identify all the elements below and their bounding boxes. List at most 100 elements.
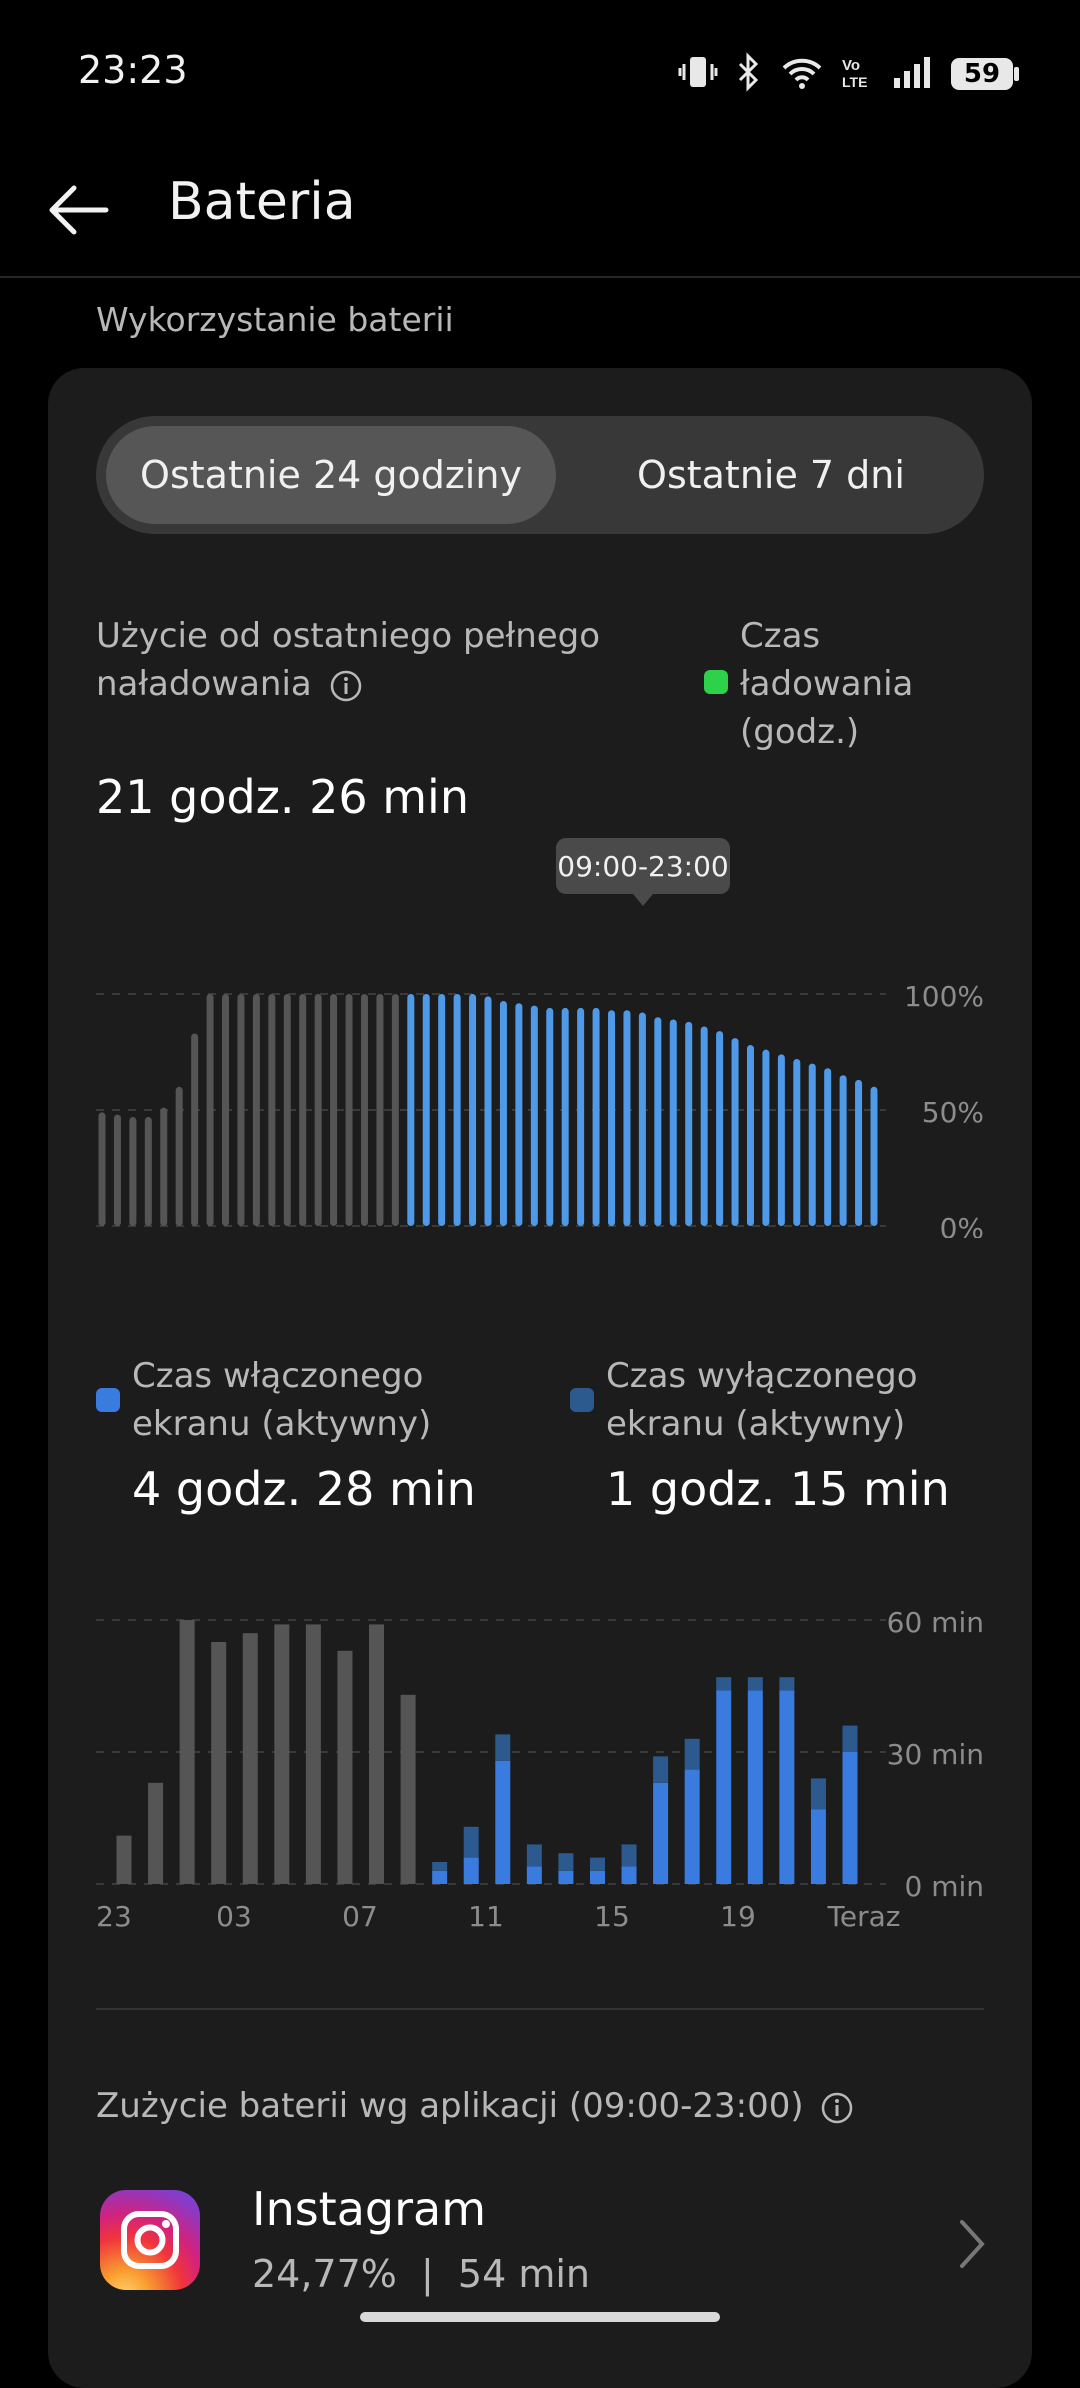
screen-off-bar bbox=[621, 1844, 637, 1867]
screen-off-bar bbox=[684, 1738, 700, 1770]
screen-off-bar bbox=[432, 1862, 448, 1871]
app-usage-stats: 24,77% | 54 min bbox=[252, 2252, 590, 2296]
range-tooltip-text: 09:00-23:00 bbox=[557, 850, 729, 883]
battery-bar bbox=[144, 1116, 152, 1226]
battery-bar bbox=[438, 994, 446, 1226]
app-usage-time: 54 min bbox=[457, 2252, 590, 2296]
battery-bar bbox=[252, 994, 260, 1226]
screen-on-bar bbox=[589, 1870, 605, 1884]
y-tick-label: 0% bbox=[940, 1212, 984, 1238]
battery-bar bbox=[808, 1063, 816, 1226]
screen-on-bar bbox=[305, 1624, 321, 1884]
screen-off-duration: 1 godz. 15 min bbox=[606, 1462, 950, 1516]
battery-bar bbox=[299, 994, 307, 1226]
screen-off-bar bbox=[653, 1756, 669, 1783]
screen-on-legend-swatch bbox=[96, 1388, 120, 1412]
app-usage-label-text: Zużycie baterii wg aplikacji (09:00-23:0… bbox=[96, 2086, 804, 2126]
battery-bar bbox=[268, 994, 276, 1226]
battery-bar bbox=[577, 1007, 585, 1226]
battery-bar bbox=[175, 1086, 183, 1226]
battery-bar bbox=[731, 1038, 739, 1226]
battery-bar bbox=[530, 1005, 538, 1226]
battery-bar bbox=[824, 1068, 832, 1226]
battery-bar bbox=[561, 1007, 569, 1226]
screen-off-legend-label: Czas wyłączonego ekranu (aktywny) bbox=[606, 1356, 918, 1444]
x-tick-label: 07 bbox=[342, 1900, 378, 1933]
screen-off-legend-swatch bbox=[570, 1388, 594, 1412]
battery-bar bbox=[222, 994, 230, 1226]
usage-since-charge-label: Użycie od ostatniego pełnego naładowania bbox=[96, 612, 656, 708]
screen-on-bar bbox=[274, 1624, 290, 1884]
screen-off-bar bbox=[526, 1844, 542, 1867]
tab-last-7-days[interactable]: Ostatnie 7 dni bbox=[637, 453, 905, 497]
home-indicator[interactable] bbox=[360, 2312, 720, 2322]
screen-on-bar bbox=[653, 1782, 669, 1884]
battery-bar bbox=[283, 994, 291, 1226]
back-arrow-icon bbox=[49, 185, 109, 235]
battery-bar bbox=[391, 994, 399, 1226]
screen-on-bar bbox=[337, 1650, 353, 1884]
app-usage-separator: | bbox=[421, 2252, 434, 2296]
battery-bar bbox=[762, 1049, 770, 1226]
screen-time-chart[interactable]: 60 min 30 min 0 min 23 03 07 11 15 19 Teraz bbox=[48, 1588, 1032, 1968]
screen-on-bar bbox=[400, 1694, 416, 1884]
screen-off-bar bbox=[463, 1826, 479, 1858]
x-tick-label: Teraz bbox=[827, 1900, 901, 1933]
battery-bar bbox=[608, 1010, 616, 1226]
app-usage-row-instagram[interactable]: Instagram 24,77% | 54 min bbox=[48, 2182, 1032, 2380]
screen-on-bar bbox=[842, 1752, 858, 1884]
screen-off-bar bbox=[779, 1677, 795, 1691]
app-header: Bateria bbox=[0, 150, 1080, 278]
y-tick-label: 0 min bbox=[904, 1870, 984, 1903]
battery-bar bbox=[623, 1010, 631, 1226]
battery-bar bbox=[206, 994, 214, 1226]
battery-bar bbox=[191, 1033, 199, 1226]
screen-on-legend-label: Czas włączonego ekranu (aktywny) bbox=[132, 1356, 432, 1444]
battery-bar bbox=[700, 1026, 708, 1226]
screen-off-bar bbox=[716, 1677, 732, 1691]
x-tick-label: 03 bbox=[216, 1900, 252, 1933]
instagram-icon bbox=[100, 2190, 200, 2290]
x-tick-label: 19 bbox=[720, 1900, 756, 1933]
battery-bar bbox=[592, 1007, 600, 1226]
usage-duration-value: 21 godz. 26 min bbox=[96, 770, 469, 824]
screen-on-bar bbox=[432, 1870, 448, 1884]
battery-bar bbox=[407, 994, 415, 1226]
battery-icon: 59 bbox=[950, 56, 1020, 92]
info-icon[interactable] bbox=[820, 2091, 854, 2125]
screen-on-bar bbox=[747, 1690, 763, 1884]
battery-bar bbox=[237, 994, 245, 1226]
screen-off-bar bbox=[558, 1853, 574, 1871]
screen-on-bar bbox=[179, 1620, 195, 1884]
battery-bar bbox=[453, 994, 461, 1226]
x-tick-label: 15 bbox=[594, 1900, 630, 1933]
chevron-right-icon bbox=[960, 2220, 985, 2268]
y-tick-label: 100% bbox=[904, 980, 984, 1013]
status-icons: Vo LTE 59 bbox=[678, 52, 1020, 96]
battery-bar bbox=[870, 1086, 878, 1226]
battery-bar bbox=[793, 1058, 801, 1226]
screen-off-bar bbox=[747, 1677, 763, 1691]
battery-bar bbox=[345, 994, 353, 1226]
screen-on-bar bbox=[211, 1642, 227, 1884]
info-icon[interactable] bbox=[329, 669, 363, 703]
screen-on-duration: 4 godz. 28 min bbox=[132, 1462, 476, 1516]
battery-bar bbox=[855, 1079, 863, 1226]
screen-off-bar bbox=[495, 1734, 511, 1761]
y-tick-label: 60 min bbox=[887, 1606, 984, 1639]
battery-bar bbox=[376, 994, 384, 1226]
back-button[interactable] bbox=[44, 170, 124, 250]
svg-text:LTE: LTE bbox=[842, 74, 867, 90]
screen-on-bar bbox=[684, 1769, 700, 1884]
screen-on-bar bbox=[495, 1760, 511, 1884]
status-bar: 23:23 Vo LTE 59 bbox=[0, 0, 1080, 150]
battery-bar bbox=[515, 1003, 523, 1226]
battery-bar bbox=[360, 994, 368, 1226]
battery-bar bbox=[654, 1017, 662, 1226]
app-usage-percent: 24,77% bbox=[252, 2252, 397, 2296]
battery-bar bbox=[113, 1114, 121, 1226]
tab-last-24-hours[interactable]: Ostatnie 24 godziny bbox=[106, 426, 556, 524]
status-time: 23:23 bbox=[78, 48, 188, 92]
screen-on-bar bbox=[779, 1690, 795, 1884]
